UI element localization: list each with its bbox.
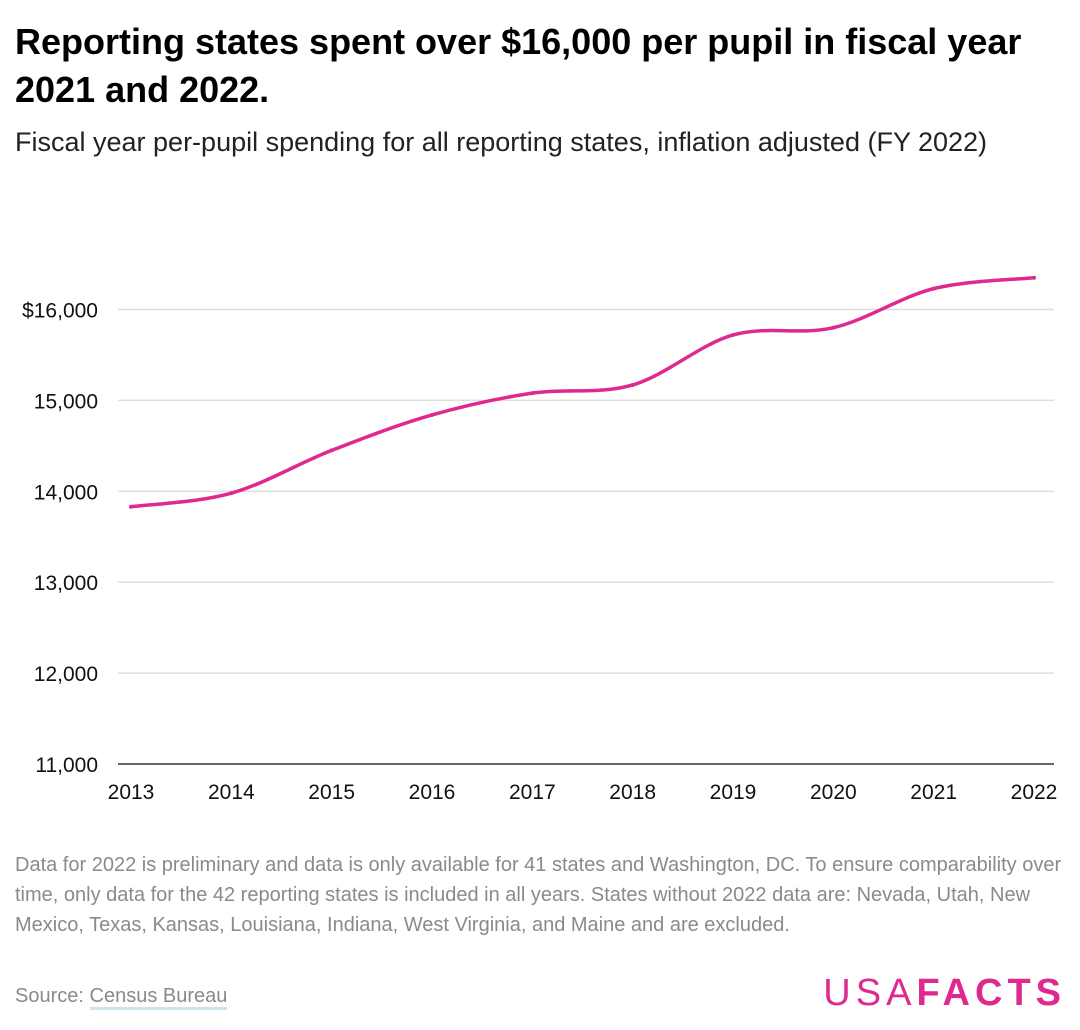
data-point-2015 [329,448,334,453]
y-tick-label: 14,000 [34,481,98,504]
y-tick-label: $16,000 [22,300,98,323]
y-tick-label: 11,000 [35,754,98,777]
y-tick-label: 13,000 [34,572,98,595]
footnote: Data for 2022 is preliminary and data is… [15,854,1062,936]
y-axis-ticks: 11,000 12,000 13,000 14,000 15,000 $16,000 [22,300,98,777]
x-tick-label: 2015 [308,781,355,804]
data-point-2018 [630,382,635,387]
series-line [129,275,1036,509]
source-link[interactable]: Census Bureau [89,985,228,1010]
source-line: Source: Census Bureau [15,985,228,1010]
x-tick-label: 2018 [609,781,656,804]
data-point-2017 [530,391,535,396]
x-tick-label: 2016 [409,781,456,804]
x-tick-label: 2014 [208,781,255,804]
x-tick-label: 2013 [108,781,155,804]
logo-text-facts: FACTS [916,972,1066,1014]
x-tick-label: 2019 [710,781,757,804]
series-layer [129,275,1036,509]
chart-title: Reporting states spent over $16,000 per … [15,21,1022,110]
logo-text-usa: USA [823,972,917,1014]
x-axis-ticks: 2013 2014 2015 2016 2017 2018 2019 2020 2021 2022 [108,781,1058,804]
data-point-2016 [430,412,434,417]
y-tick-label: 15,000 [34,390,98,413]
y-tick-label: 12,000 [34,663,98,686]
line-chart: 11,000 12,000 13,000 14,000 15,000 $16,000 20… [22,275,1058,804]
data-point-2013 [129,504,133,509]
data-point-2019 [731,332,735,337]
data-point-2014 [229,491,234,496]
data-point-2022 [1032,275,1036,280]
source-label: Source: [15,985,84,1007]
x-tick-label: 2021 [910,781,957,804]
x-tick-label: 2020 [810,781,857,804]
x-tick-label: 2022 [1011,781,1058,804]
chart-subtitle: Fiscal year per-pupil spending for all r… [15,127,988,157]
data-point-2021 [931,286,936,291]
data-point-2020 [831,325,836,330]
usafacts-logo[interactable]: USAFACTS [823,972,1066,1015]
gridlines [118,308,1054,765]
x-tick-label: 2017 [509,781,556,804]
